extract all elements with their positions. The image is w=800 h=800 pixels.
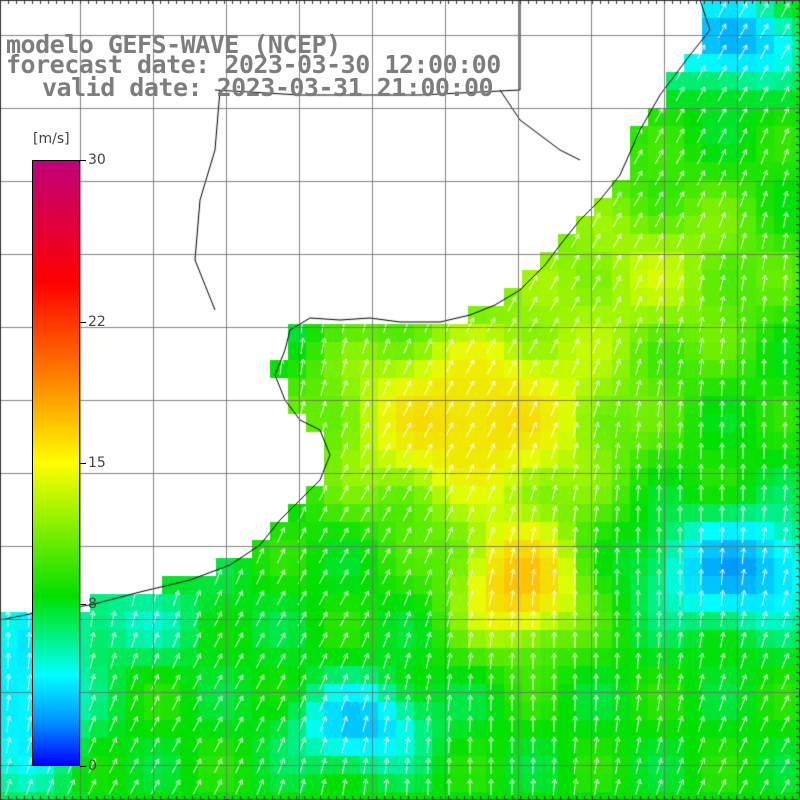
map-title-forecast-date: forecast date: 2023-03-30 12:00:00 <box>6 50 501 79</box>
colorbar-tick-label: 30 <box>88 152 106 168</box>
colorbar-tick <box>80 463 86 464</box>
colorbar-tick <box>80 160 86 161</box>
colorbar-tick <box>80 321 86 323</box>
colorbar-tick-label: 15 <box>88 455 106 471</box>
colorbar-tick <box>80 604 86 606</box>
colorbar <box>32 160 80 766</box>
colorbar-tick <box>80 766 86 767</box>
colorbar-unit-label: [m/s] <box>33 131 70 147</box>
map-title-model: modelo GEFS-WAVE (NCEP) <box>6 30 341 59</box>
map-title-valid-date: valid date: 2023-03-31 21:00:00 <box>42 73 494 102</box>
colorbar-tick-label: 0 <box>88 758 97 774</box>
colorbar-tick-label: 22 <box>88 313 106 330</box>
colorbar-tick-label: 8 <box>88 596 97 613</box>
